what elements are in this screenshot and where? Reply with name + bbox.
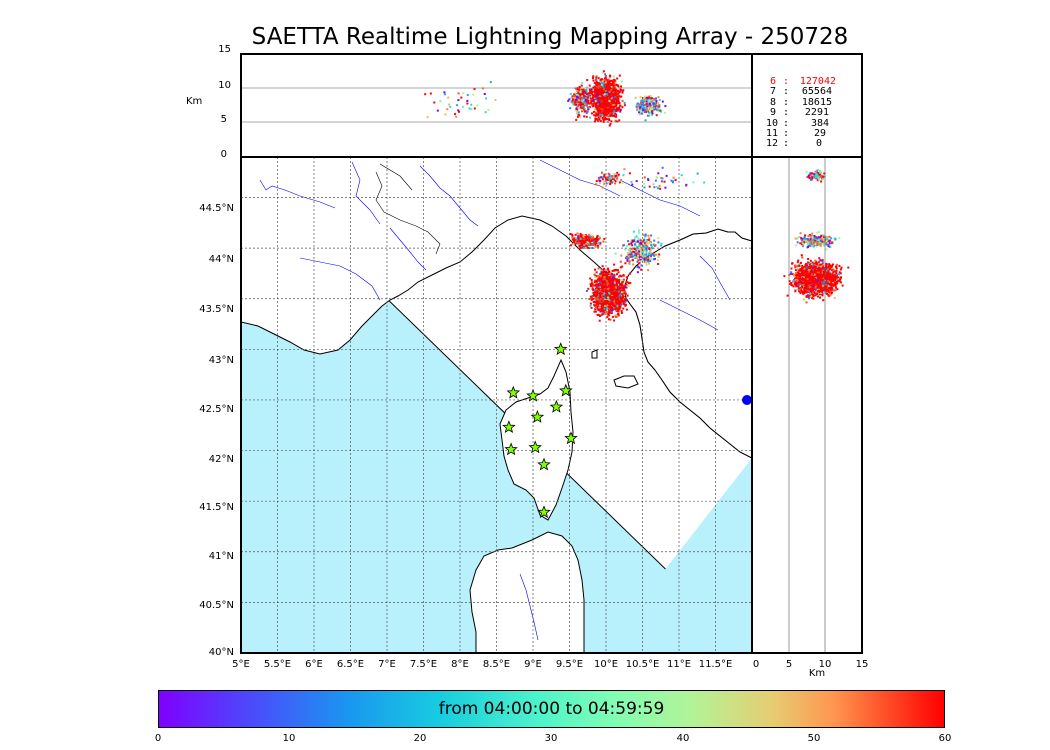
altitude-tick: 5 [221,114,227,125]
station-star-icon [559,383,573,397]
borders [375,163,441,255]
lon-tick: 10°E [594,659,618,670]
station-star-icon [530,409,545,423]
stat-row: 8 : 18615 [770,97,832,108]
lon-tick: 8°E [451,659,469,670]
side-axis-tick: 0 [753,659,759,670]
side-axis-label: Km [809,668,825,679]
stat-label: 10 [766,118,778,129]
lightning-map-points [569,166,706,322]
stat-label: 7 [770,86,776,97]
map-grid [241,157,752,653]
radar-marker [742,395,752,405]
lightning-side-points [783,169,850,304]
colorbar-tick: 60 [938,733,952,744]
altitude-axis: Km 15 10 5 0 [186,44,231,160]
stat-row: 10 : 384 [766,118,829,129]
stat-row: 12 : 0 [766,138,822,149]
lon-tick: 10.5°E [626,659,660,670]
station-star-icon [537,457,551,471]
lon-tick: 5.5°E [264,659,291,670]
side-axis-tick: 10 [819,659,832,670]
station-star-icon [553,342,568,356]
stat-count: 127042 [800,76,836,87]
colorbar-time-range: from 04:00:00 to 04:59:59 [438,699,665,719]
lon-tick: 7.5°E [410,659,437,670]
colorbar-tick: 10 [282,733,296,744]
latitude-ticks: 44.5°N 44°N 43.5°N 43°N 42.5°N 42°N 41.5… [199,203,234,658]
lat-tick: 42.5°N [199,404,234,415]
stat-row: 7 : 65564 [770,86,832,97]
lightning-map-figure: Km 15 10 5 0 0 5 10 15 Km 44.5°N 44°N 43… [186,44,869,679]
stat-row: 6 : 127042 [770,76,836,87]
lat-tick: 42°N [209,454,234,465]
station-star-icon [528,440,542,454]
lon-tick: 8.5°E [483,659,510,670]
station-star-icon [549,399,564,413]
lat-tick: 44.5°N [199,203,234,214]
lat-tick: 43°N [209,355,234,366]
station-star-icon [502,420,516,433]
side-axis-tick: 5 [786,659,792,670]
stat-count: 384 [811,118,829,129]
lat-tick: 41.5°N [199,502,234,513]
stat-count: 0 [816,138,822,149]
lightning-altitude-points [424,70,667,127]
station-star-icon [564,431,578,445]
stat-label: 8 [770,97,776,108]
stat-count: 2291 [805,107,829,118]
stat-row: 9 : 2291 [770,107,829,118]
longitude-ticks: 5°E 5.5°E 6°E 6.5°E 7°E 7.5°E 8°E 8.5°E … [232,659,732,670]
stat-count: 65564 [802,86,832,97]
stat-count: 18615 [802,97,832,108]
station-star-icon [504,442,518,456]
colorbar-tick: 20 [413,733,427,744]
station-markers [502,342,578,519]
stat-label: 9 [770,107,776,118]
colorbar-tick: 30 [544,733,558,744]
side-axis: 0 5 10 15 Km [753,659,869,679]
altitude-tick: 10 [218,80,231,91]
side-axis-tick: 15 [856,659,869,670]
colorbar-tick: 0 [154,733,162,744]
station-star-icon [506,385,521,399]
figure-title: SAETTA Realtime Lightning Mapping Array … [251,24,849,50]
station-stats: 6 : 127042 7 : 65564 8 : 18615 9 : 2291 … [766,76,836,149]
rivers [259,159,731,641]
stat-label: 12 [766,138,778,149]
french-coast [241,157,752,355]
lat-tick: 40°N [209,647,234,658]
altitude-tick: 15 [218,44,231,55]
altitude-axis-label: Km [186,96,202,107]
sardinia-island [469,531,585,653]
lat-tick: 41°N [209,551,234,562]
lat-tick: 43.5°N [199,304,234,315]
lon-tick: 9°E [524,659,542,670]
lon-tick: 5°E [232,659,250,670]
stat-label: 11 [766,128,778,139]
stat-label: 6 [770,76,776,87]
colorbar [158,690,945,728]
lon-tick: 7°E [378,659,396,670]
lat-tick: 44°N [209,254,234,265]
lon-tick: 9.5°E [556,659,583,670]
station-star-icon [526,388,540,402]
colorbar-tick: 40 [676,733,690,744]
lon-tick: 6.5°E [337,659,364,670]
lon-tick: 11°E [667,659,691,670]
stat-count: 29 [814,128,826,139]
altitude-tick: 0 [221,149,227,160]
stat-row: 11 : 29 [766,128,826,139]
station-star-icon [537,505,551,519]
lon-tick: 11.5°E [699,659,733,670]
lon-tick: 6°E [305,659,323,670]
colorbar-tick: 50 [807,733,821,744]
lat-tick: 40.5°N [199,600,234,611]
